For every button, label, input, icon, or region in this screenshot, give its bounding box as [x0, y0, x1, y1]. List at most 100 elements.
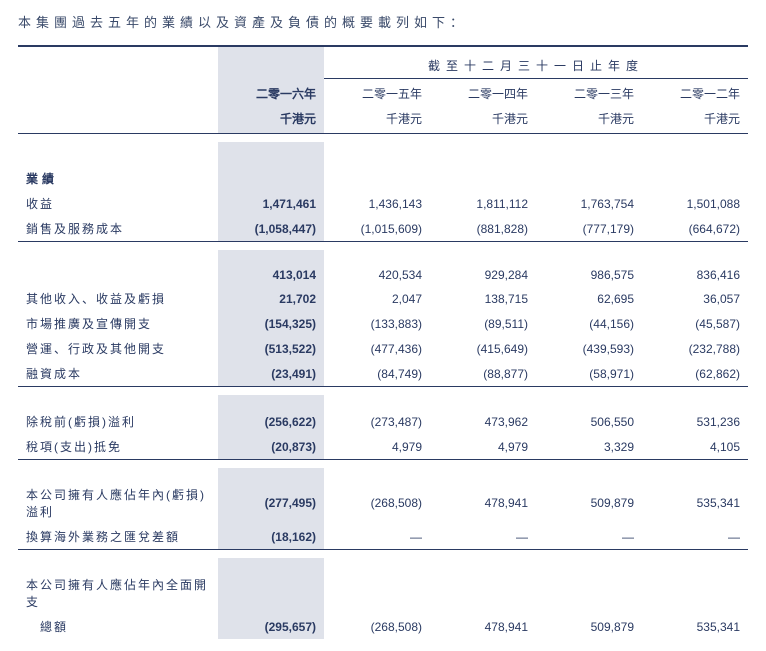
cell: (89,511) — [430, 311, 536, 336]
cell: 4,979 — [430, 434, 536, 460]
row-pbt: 除稅前(虧損)溢利 (256,622) (273,487) 473,962 50… — [18, 409, 748, 434]
cell: 506,550 — [536, 409, 642, 434]
row-other-income: 其他收入、收益及虧損 21,702 2,047 138,715 62,695 3… — [18, 286, 748, 311]
cell-label: 除稅前(虧損)溢利 — [18, 409, 218, 434]
cell: (513,522) — [218, 336, 324, 361]
unit-2: 千港元 — [430, 106, 536, 134]
cell: 3,329 — [536, 434, 642, 460]
cell: 836,416 — [642, 264, 748, 286]
row-tci-line1: 本公司擁有人應佔年內全面開支 — [18, 572, 748, 614]
cell: (268,508) — [324, 614, 430, 639]
header-super: 截至十二月三十一日止年度 — [18, 47, 748, 79]
cell: (62,862) — [642, 361, 748, 387]
cell-label: 總額 — [18, 614, 218, 639]
cell: (881,828) — [430, 216, 536, 242]
cell: 420,534 — [324, 264, 430, 286]
year-2014: 二零一四年 — [430, 79, 536, 107]
cell-label: 市場推廣及宣傳開支 — [18, 311, 218, 336]
cell: (84,749) — [324, 361, 430, 387]
cell: — — [536, 524, 642, 550]
cell-label: 本公司擁有人應佔年內全面開支 — [18, 572, 218, 614]
header-period: 截至十二月三十一日止年度 — [324, 47, 748, 79]
row-gross: 413,014 420,534 929,284 986,575 836,416 — [18, 264, 748, 286]
header-years: 二零一六年 二零一五年 二零一四年 二零一三年 二零一二年 — [18, 79, 748, 107]
cell: 1,811,112 — [430, 191, 536, 216]
cell-label: 本公司擁有人應佔年內(虧損)溢利 — [18, 482, 218, 524]
unit-3: 千港元 — [536, 106, 642, 134]
cell: 929,284 — [430, 264, 536, 286]
cell: (20,873) — [218, 434, 324, 460]
cell: — — [430, 524, 536, 550]
cell-label: 融資成本 — [18, 361, 218, 387]
cell-label: 營運、行政及其他開支 — [18, 336, 218, 361]
cell: — — [642, 524, 748, 550]
financial-table: 截至十二月三十一日止年度 二零一六年 二零一五年 二零一四年 二零一三年 二零一… — [18, 47, 748, 639]
cell: (23,491) — [218, 361, 324, 387]
cell: (415,649) — [430, 336, 536, 361]
cell: (58,971) — [536, 361, 642, 387]
cell: 138,715 — [430, 286, 536, 311]
cell: (477,436) — [324, 336, 430, 361]
cell: (18,162) — [218, 524, 324, 550]
cell: 509,879 — [536, 482, 642, 524]
year-2013: 二零一三年 — [536, 79, 642, 107]
cell: (664,672) — [642, 216, 748, 242]
cell-label — [18, 264, 218, 286]
cell: (268,508) — [324, 482, 430, 524]
cell: 478,941 — [430, 482, 536, 524]
cell: 1,436,143 — [324, 191, 430, 216]
financial-table-wrapper: 截至十二月三十一日止年度 二零一六年 二零一五年 二零一四年 二零一三年 二零一… — [18, 45, 748, 639]
cell-label: 換算海外業務之匯兌差額 — [18, 524, 218, 550]
year-2012: 二零一二年 — [642, 79, 748, 107]
unit-4: 千港元 — [642, 106, 748, 134]
cell: 36,057 — [642, 286, 748, 311]
row-cost: 銷售及服務成本 (1,058,447) (1,015,609) (881,828… — [18, 216, 748, 242]
cell: (256,622) — [218, 409, 324, 434]
unit-0: 千港元 — [218, 106, 324, 134]
unit-1: 千港元 — [324, 106, 430, 134]
cell: (439,593) — [536, 336, 642, 361]
cell: 2,047 — [324, 286, 430, 311]
section-results-label: 業績 — [18, 156, 218, 191]
cell: (232,788) — [642, 336, 748, 361]
cell: 986,575 — [536, 264, 642, 286]
cell-label: 銷售及服務成本 — [18, 216, 218, 242]
cell: (273,487) — [324, 409, 430, 434]
cell: 1,471,461 — [218, 191, 324, 216]
cell: 62,695 — [536, 286, 642, 311]
cell: 509,879 — [536, 614, 642, 639]
cell: 4,105 — [642, 434, 748, 460]
cell: 21,702 — [218, 286, 324, 311]
row-admin: 營運、行政及其他開支 (513,522) (477,436) (415,649)… — [18, 336, 748, 361]
header-units: 千港元 千港元 千港元 千港元 千港元 — [18, 106, 748, 134]
cell: 413,014 — [218, 264, 324, 286]
year-2016: 二零一六年 — [218, 79, 324, 107]
row-tax: 稅項(支出)抵免 (20,873) 4,979 4,979 3,329 4,10… — [18, 434, 748, 460]
intro-text: 本集團過去五年的業績以及資產及負債的概要載列如下： — [18, 12, 748, 31]
cell: (45,587) — [642, 311, 748, 336]
cell: (133,883) — [324, 311, 430, 336]
row-fx: 換算海外業務之匯兌差額 (18,162) — — — — — [18, 524, 748, 550]
section-results: 業績 — [18, 156, 748, 191]
cell: 1,763,754 — [536, 191, 642, 216]
cell-label: 其他收入、收益及虧損 — [18, 286, 218, 311]
cell: 531,236 — [642, 409, 748, 434]
year-2015: 二零一五年 — [324, 79, 430, 107]
cell-label: 收益 — [18, 191, 218, 216]
cell: (44,156) — [536, 311, 642, 336]
cell-label: 稅項(支出)抵免 — [18, 434, 218, 460]
cell: 535,341 — [642, 482, 748, 524]
cell: 4,979 — [324, 434, 430, 460]
cell: (88,877) — [430, 361, 536, 387]
row-revenue: 收益 1,471,461 1,436,143 1,811,112 1,763,7… — [18, 191, 748, 216]
cell: 478,941 — [430, 614, 536, 639]
cell: 535,341 — [642, 614, 748, 639]
cell: 473,962 — [430, 409, 536, 434]
row-tci-line2: 總額 (295,657) (268,508) 478,941 509,879 5… — [18, 614, 748, 639]
cell: (154,325) — [218, 311, 324, 336]
cell: (1,015,609) — [324, 216, 430, 242]
cell: 1,501,088 — [642, 191, 748, 216]
row-finance: 融資成本 (23,491) (84,749) (88,877) (58,971)… — [18, 361, 748, 387]
row-attributable: 本公司擁有人應佔年內(虧損)溢利 (277,495) (268,508) 478… — [18, 482, 748, 524]
cell: (1,058,447) — [218, 216, 324, 242]
